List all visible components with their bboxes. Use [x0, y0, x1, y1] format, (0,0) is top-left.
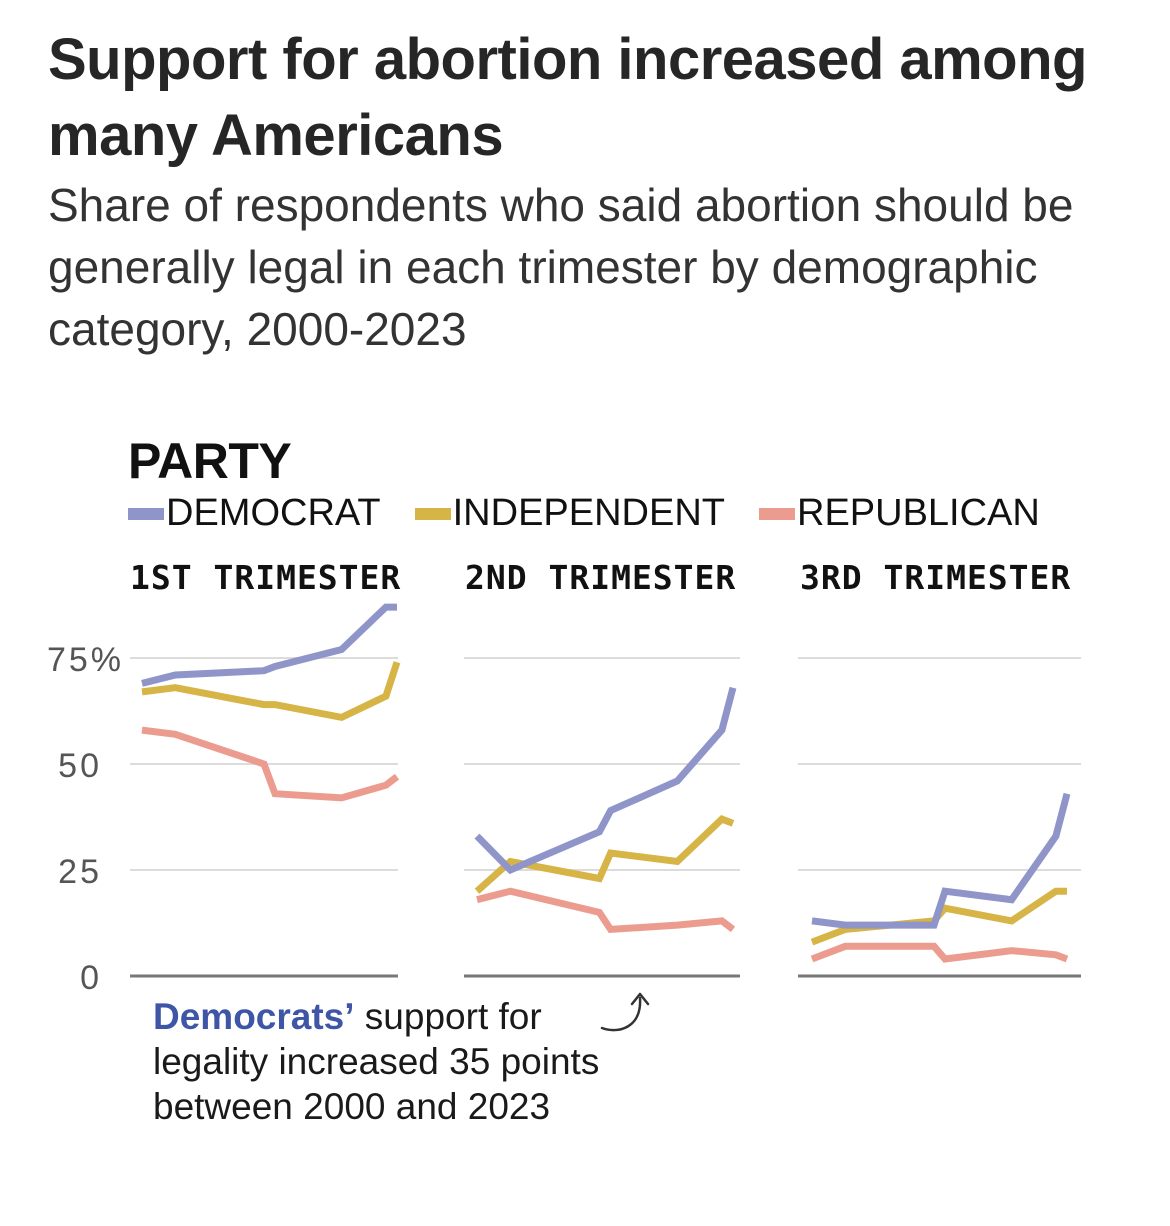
- annotation: Democrats’ support for legality increase…: [153, 994, 599, 1129]
- y-tick-label: 0: [80, 959, 102, 990]
- series-line-republican: [141, 726, 400, 802]
- series-line-republican: [810, 942, 1069, 963]
- series-line-independent: [810, 887, 1067, 946]
- panel-title-3rd-trimester: 3RD TRIMESTER: [800, 558, 1072, 597]
- annotation-line-1: support for: [354, 996, 542, 1037]
- legend-swatch-republican: [759, 507, 795, 520]
- series-line-republican: [476, 887, 736, 934]
- y-tick-label: 50: [58, 747, 102, 785]
- chart-subtitle: Share of respondents who said abortion s…: [48, 179, 1074, 355]
- series-line-democrat: [141, 603, 397, 687]
- curved-arrow-icon: [600, 992, 650, 1032]
- legend-label-independent: INDEPENDENT: [452, 492, 725, 534]
- chart-title: Support for abortion increased among man…: [48, 27, 1087, 168]
- legend-item-democrat: DEMOCRAT: [128, 492, 381, 535]
- legend-label-democrat: DEMOCRAT: [166, 492, 381, 534]
- legend-swatch-democrat: [128, 507, 164, 520]
- series-line-independent: [474, 815, 735, 894]
- y-tick-label: 25: [58, 853, 102, 891]
- annotation-highlight: Democrats’: [153, 996, 355, 1037]
- small-multiples-line-chart: 0 25 50 75%: [47, 603, 1081, 990]
- legend-item-republican: REPUBLICAN: [759, 492, 1040, 535]
- panel-title-1st-trimester: 1ST TRIMESTER: [130, 558, 402, 597]
- series-line-democrat: [811, 792, 1071, 929]
- annotation-line-3: between 2000 and 2023: [153, 1086, 551, 1127]
- y-tick-label: 75%: [47, 641, 124, 679]
- series-line-democrat: [474, 686, 737, 875]
- legend-swatch-independent: [414, 507, 451, 520]
- series-line-independent: [141, 661, 401, 722]
- section-label: PARTY: [128, 433, 292, 489]
- annotation-line-2: legality increased 35 points: [153, 1041, 600, 1082]
- legend: DEMOCRAT INDEPENDENT REPUBLICAN: [128, 492, 1074, 535]
- panel-title-2nd-trimester: 2ND TRIMESTER: [465, 558, 737, 597]
- legend-item-independent: INDEPENDENT: [414, 492, 725, 535]
- legend-label-republican: REPUBLICAN: [797, 492, 1040, 534]
